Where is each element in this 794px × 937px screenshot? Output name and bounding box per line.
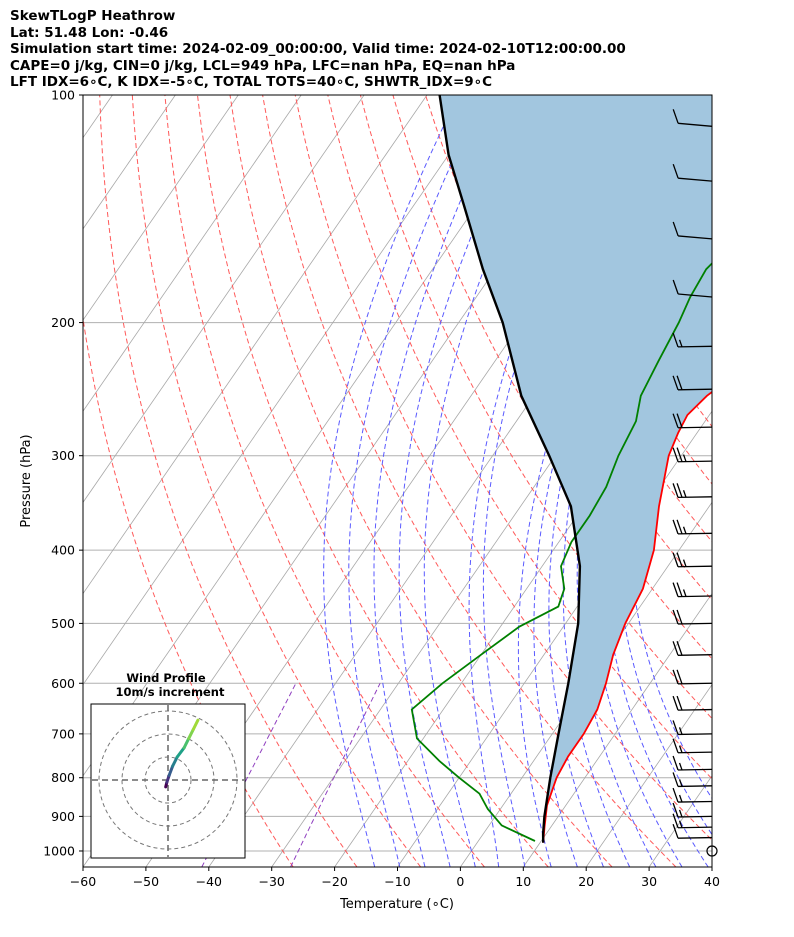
stability-info-2: LFT IDX=6∘C, K IDX=-5∘C, TOTAL TOTS=40∘C… — [10, 74, 493, 90]
hodograph-segment — [187, 727, 195, 741]
moist-adiabat-line — [423, 95, 560, 867]
dry-adiabat-line — [229, 95, 613, 867]
temperature-profile — [542, 390, 712, 843]
isotherm-line — [271, 228, 712, 867]
wind-barb — [672, 163, 713, 182]
wind-barb — [672, 669, 713, 685]
isotherm-line — [83, 95, 365, 504]
chart-title: SkewTLogP Heathrow — [10, 8, 176, 24]
isotherm-line — [83, 95, 176, 230]
y-tick-label: 100 — [51, 88, 75, 103]
dry-adiabat-line — [262, 95, 677, 867]
wind-barb — [672, 375, 713, 391]
isotherm-line — [522, 592, 712, 867]
isotherm-line — [83, 95, 239, 321]
y-tick-label: 300 — [51, 448, 75, 463]
mixing-ratio-line — [290, 683, 381, 867]
dewpoint-profile — [410, 262, 712, 842]
dry-adiabat-line — [294, 95, 712, 841]
isotherm-line — [83, 95, 302, 412]
isotherm-line — [585, 683, 712, 867]
x-tick-label: −40 — [196, 874, 222, 889]
dry-adiabat-line — [131, 95, 422, 867]
wind-barb — [672, 552, 713, 568]
wind-barb — [672, 582, 713, 598]
wind-barb — [672, 695, 713, 711]
wind-barb — [672, 413, 713, 429]
y-tick-label: 900 — [51, 809, 75, 824]
parcel-profile — [438, 95, 582, 843]
wind-barb — [672, 332, 713, 348]
hodograph-segment — [182, 737, 191, 750]
dry-adiabat-line — [359, 95, 712, 720]
y-axis-label: Pressure (hPa) — [19, 434, 34, 527]
x-tick-label: 10 — [515, 874, 531, 889]
wind-barb — [672, 279, 713, 298]
x-tick-label: 40 — [704, 874, 720, 889]
wind-barb — [672, 738, 713, 754]
isotherm-line — [711, 866, 712, 867]
x-axis-label: Temperature (∘C) — [339, 897, 454, 912]
wind-barb — [672, 221, 713, 240]
moist-adiabat-line — [616, 159, 712, 836]
y-tick-label: 200 — [51, 315, 75, 330]
x-tick-label: −10 — [384, 874, 410, 889]
wind-barb — [672, 483, 713, 499]
moist-adiabat-line — [398, 95, 535, 867]
x-tick-label: 0 — [456, 874, 464, 889]
x-tick-label: −20 — [321, 874, 347, 889]
location-info: Lat: 51.48 Lon: -0.46 — [10, 24, 169, 41]
moist-adiabat-line — [548, 95, 708, 867]
wind-barb — [672, 519, 713, 535]
wind-barb — [672, 787, 713, 803]
hodograph-segment — [191, 718, 200, 731]
dry-adiabat-line — [83, 314, 294, 867]
x-tick-label: −60 — [70, 874, 96, 889]
y-tick-label: 800 — [51, 770, 75, 785]
x-tick-label: 30 — [641, 874, 657, 889]
wind-barb — [672, 813, 713, 829]
wind-barb — [672, 772, 713, 788]
moist-adiabat-line — [468, 95, 617, 867]
wind-barb — [672, 755, 713, 771]
axes: −60 −50 −40 −30 −20 −10 0 10 20 30 40 100 200 300 400 5… — [43, 88, 720, 890]
y-tick-label: 600 — [51, 676, 75, 691]
hodograph-title: Wind Profile — [126, 671, 206, 685]
y-tick-label: 700 — [51, 726, 75, 741]
hodograph-segment — [175, 746, 186, 759]
hodograph-inset: Wind Profile 10m/s increment — [90, 671, 246, 859]
hodograph-subtitle: 10m/s increment — [116, 685, 225, 699]
x-tick-label: −50 — [133, 874, 159, 889]
dry-adiabat-line — [99, 95, 358, 867]
y-tick-label: 500 — [51, 616, 75, 631]
moist-adiabat-line — [482, 95, 624, 867]
time-info: Simulation start time: 2024-02-09_00:00:… — [10, 41, 626, 57]
wind-barb — [672, 609, 713, 625]
wind-barb — [672, 823, 713, 839]
wind-barb — [672, 720, 713, 736]
stability-info-1: CAPE=0 j/kg, CIN=0 j/kg, LCL=949 hPa, LF… — [10, 57, 516, 74]
y-tick-label: 400 — [51, 543, 75, 558]
cin-shading — [439, 95, 712, 843]
wind-barb — [672, 641, 713, 656]
wind-barbs — [672, 109, 718, 857]
moist-adiabat-line — [373, 95, 510, 867]
isotherm-line — [83, 95, 428, 595]
y-tick-label: 1000 — [43, 843, 75, 858]
x-tick-label: −30 — [259, 874, 285, 889]
x-tick-label: 20 — [578, 874, 594, 889]
wind-barb — [672, 802, 713, 818]
dry-adiabat-line — [164, 95, 485, 867]
wind-barb — [672, 109, 713, 127]
hodograph-segment — [167, 764, 175, 777]
moist-adiabat-line — [323, 95, 459, 867]
data-layer — [410, 95, 712, 843]
wind-barb — [672, 447, 713, 463]
moist-adiabat-line — [348, 95, 485, 867]
dry-adiabat-line — [327, 95, 712, 780]
hodograph-segment — [171, 755, 179, 768]
isotherm-line — [460, 501, 712, 867]
